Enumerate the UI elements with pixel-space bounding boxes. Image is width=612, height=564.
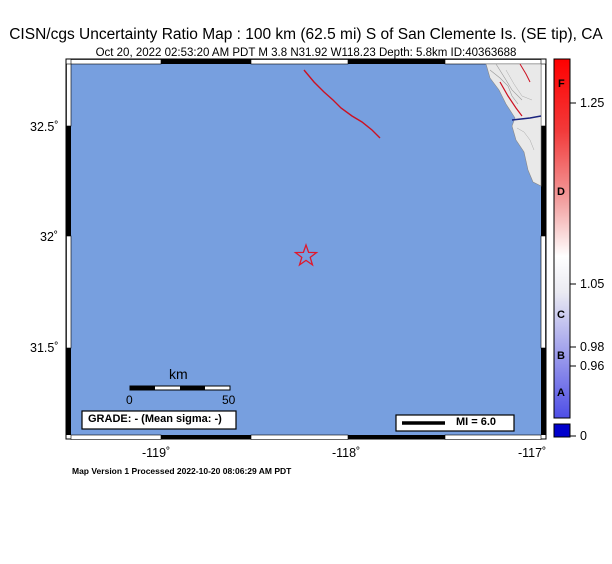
colorbar-value-0-98: 0.98: [580, 340, 605, 354]
colorbar-value-0-96: 0.96: [580, 359, 605, 373]
colorbar: [553, 58, 571, 419]
coastline-land: [485, 63, 542, 187]
scale-unit: km: [169, 366, 188, 382]
colorbar-ticks: [570, 102, 576, 437]
lon-label-117: -117˚: [518, 446, 547, 460]
grade-letter-c: C: [557, 309, 565, 321]
scale-bar: [129, 385, 231, 391]
fault-line: [303, 69, 381, 139]
grade-letter-f: F: [558, 78, 565, 90]
frame-ticks: [66, 59, 546, 440]
grade-text: GRADE: - (Mean sigma: -): [88, 413, 222, 425]
event-info: Oct 20, 2022 02:53:20 AM PDT M 3.8 N31.9…: [95, 47, 517, 59]
grade-letter-d: D: [557, 186, 565, 198]
star-icon: [293, 243, 319, 267]
lat-label-31-5: 31.5˚: [30, 341, 59, 355]
grade-letter-b: B: [557, 350, 565, 362]
scale-start: 0: [126, 393, 133, 407]
mi-legend-text: MI = 6.0: [456, 416, 497, 428]
lon-label-119: -119˚: [142, 446, 171, 460]
colorbar-value-1-05: 1.05: [580, 277, 605, 291]
colorbar-value-1-25: 1.25: [580, 96, 605, 110]
border-line: [511, 115, 542, 121]
ocean-area: [71, 64, 541, 435]
scale-end: 50: [222, 393, 236, 407]
lat-label-32-5: 32.5˚: [30, 120, 59, 134]
colorbar-value-0: 0: [580, 429, 587, 443]
road-line: [489, 69, 519, 105]
grade-box: [81, 410, 237, 430]
colorbar-zero-swatch: [553, 423, 571, 438]
lat-label-32: 32˚: [40, 230, 59, 244]
mi-legend-box: [395, 414, 515, 432]
map-title: CISN/cgs Uncertainty Ratio Map : 100 km …: [9, 26, 603, 43]
lon-label-118: -118˚: [332, 446, 361, 460]
grade-letter-a: A: [557, 387, 565, 399]
fault-line-coastal: [499, 81, 523, 117]
map-version-footer: Map Version 1 Processed 2022-10-20 08:06…: [72, 466, 292, 476]
